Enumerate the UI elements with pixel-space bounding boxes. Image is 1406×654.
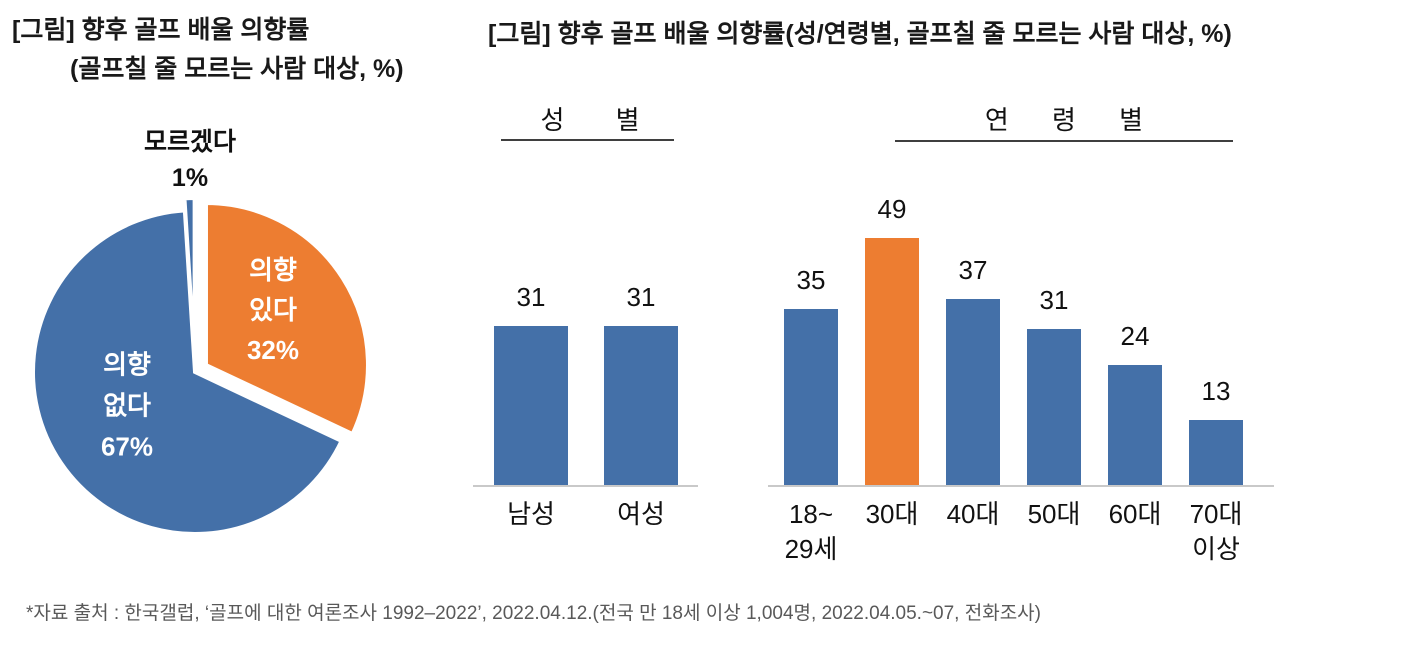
bar-value-label: 31 (626, 282, 656, 312)
gender-group-header: 성 별 (540, 105, 662, 135)
bar-value-label: 31 (1039, 285, 1069, 315)
bar (865, 238, 919, 486)
pie-slice-label: 의향 없다 67% (100, 349, 154, 462)
bar-value-label: 49 (877, 194, 907, 224)
bar-category-label: 40대 (946, 499, 1000, 529)
bar (494, 326, 568, 486)
bar (946, 299, 1000, 486)
bar-value-label: 24 (1120, 321, 1150, 351)
footnote: *자료 출처 : 한국갤럽, ‘골프에 대한 여론조사 1992–2022’, … (26, 603, 1041, 624)
bar (784, 309, 838, 486)
bar-value-label: 35 (796, 265, 826, 295)
pie-slice-label: 모르겠다 1% (143, 128, 237, 192)
bar-category-label: 남성 (507, 499, 555, 529)
age-axis-line (768, 485, 1274, 487)
bar-category-label: 50대 (1027, 499, 1081, 529)
bar-value-label: 37 (958, 255, 988, 285)
pie-chart (31, 196, 370, 536)
bar-category-label: 30대 (865, 499, 919, 529)
right-chart-title: [그림] 향후 골프 배울 의향률(성/연령별, 골프칠 줄 모르는 사람 대상… (488, 20, 1232, 48)
age-group-header: 연 령 별 (984, 105, 1162, 135)
pie-slice (31, 208, 345, 536)
bar (1189, 420, 1243, 486)
left-chart-title-line2: (골프칠 줄 모르는 사람 대상, %) (70, 55, 404, 83)
bar-category-label: 18~ 29세 (784, 499, 838, 564)
bar (1027, 329, 1081, 486)
pie-slice-label: 의향 있다 32% (246, 255, 300, 365)
bar (604, 326, 678, 486)
bar-category-label: 여성 (617, 499, 665, 529)
bar-value-label: 13 (1201, 376, 1231, 406)
left-chart-title-line1: [그림] 향후 골프 배울 의향률 (12, 16, 310, 44)
bar-value-label: 31 (516, 282, 546, 312)
gender-axis-line (473, 485, 698, 487)
gender-header-underline (501, 139, 674, 141)
pie-slice (203, 201, 370, 437)
bar (1108, 365, 1162, 486)
age-header-underline (895, 140, 1233, 142)
bar-category-label: 60대 (1108, 499, 1162, 529)
bar-category-label: 70대 이상 (1189, 499, 1243, 564)
pie-slice (182, 196, 197, 361)
